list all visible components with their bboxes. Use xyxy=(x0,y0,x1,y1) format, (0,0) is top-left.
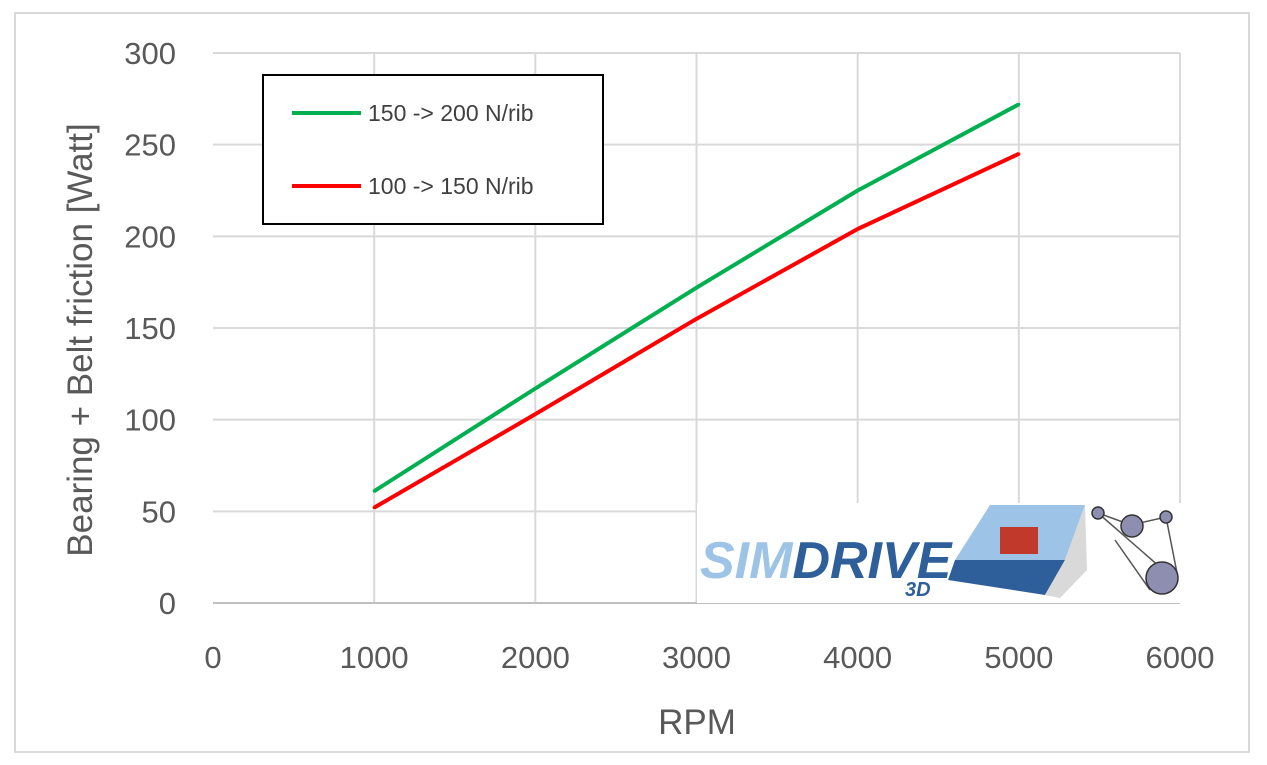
x-tick-label: 2000 xyxy=(501,640,570,675)
chart-frame xyxy=(14,12,1250,753)
data-point xyxy=(533,412,537,416)
series-lines xyxy=(372,102,1021,510)
x-tick-label: 3000 xyxy=(662,640,731,675)
data-point xyxy=(856,227,860,231)
legend: 150 -> 200 N/rib 100 -> 150 N/rib xyxy=(262,74,604,225)
y-tick-label: 250 xyxy=(124,128,176,163)
legend-label-150-200: 150 -> 200 N/rib xyxy=(368,100,534,126)
data-point xyxy=(372,506,376,510)
data-point xyxy=(533,387,537,390)
belt-drive-icon xyxy=(1091,506,1179,595)
legend-label-100-150: 100 -> 150 N/rib xyxy=(368,173,534,199)
logo-slab-side xyxy=(1045,505,1087,598)
x-tick-label: 4000 xyxy=(823,640,892,675)
y-tick-label: 100 xyxy=(124,403,176,438)
simdrive-3d-logo: SIMDRIVE 3D xyxy=(697,503,1185,603)
data-point xyxy=(1017,152,1021,156)
y-tick-label: 50 xyxy=(142,494,176,529)
x-tick-labels: 0 1000 2000 3000 4000 5000 6000 xyxy=(204,640,1214,675)
data-point xyxy=(1017,102,1021,106)
y-tick-label: 300 xyxy=(124,36,176,71)
logo-3d-label: 3D xyxy=(905,579,931,601)
legend-box xyxy=(262,74,604,225)
logo-background xyxy=(697,503,1185,603)
data-point xyxy=(856,189,860,192)
y-tick-labels: 0 50 100 150 200 250 300 xyxy=(124,36,176,621)
x-tick-label: 6000 xyxy=(1146,640,1215,675)
y-tick-label: 150 xyxy=(124,311,176,346)
y-axis-title: Bearing + Belt friction [Watt] xyxy=(61,123,100,556)
logo-slab-front xyxy=(948,560,1065,595)
data-point xyxy=(372,489,376,493)
data-point xyxy=(695,286,698,290)
x-axis-title: RPM xyxy=(658,703,736,742)
data-point xyxy=(695,317,698,321)
y-tick-label: 200 xyxy=(124,219,176,254)
x-tick-label: 5000 xyxy=(984,640,1053,675)
x-tick-label: 1000 xyxy=(340,640,409,675)
y-tick-label: 0 xyxy=(159,586,176,621)
logo-wordmark: SIMDRIVE xyxy=(700,532,953,590)
logo-chip xyxy=(1000,527,1038,554)
x-tick-label: 0 xyxy=(204,640,221,675)
